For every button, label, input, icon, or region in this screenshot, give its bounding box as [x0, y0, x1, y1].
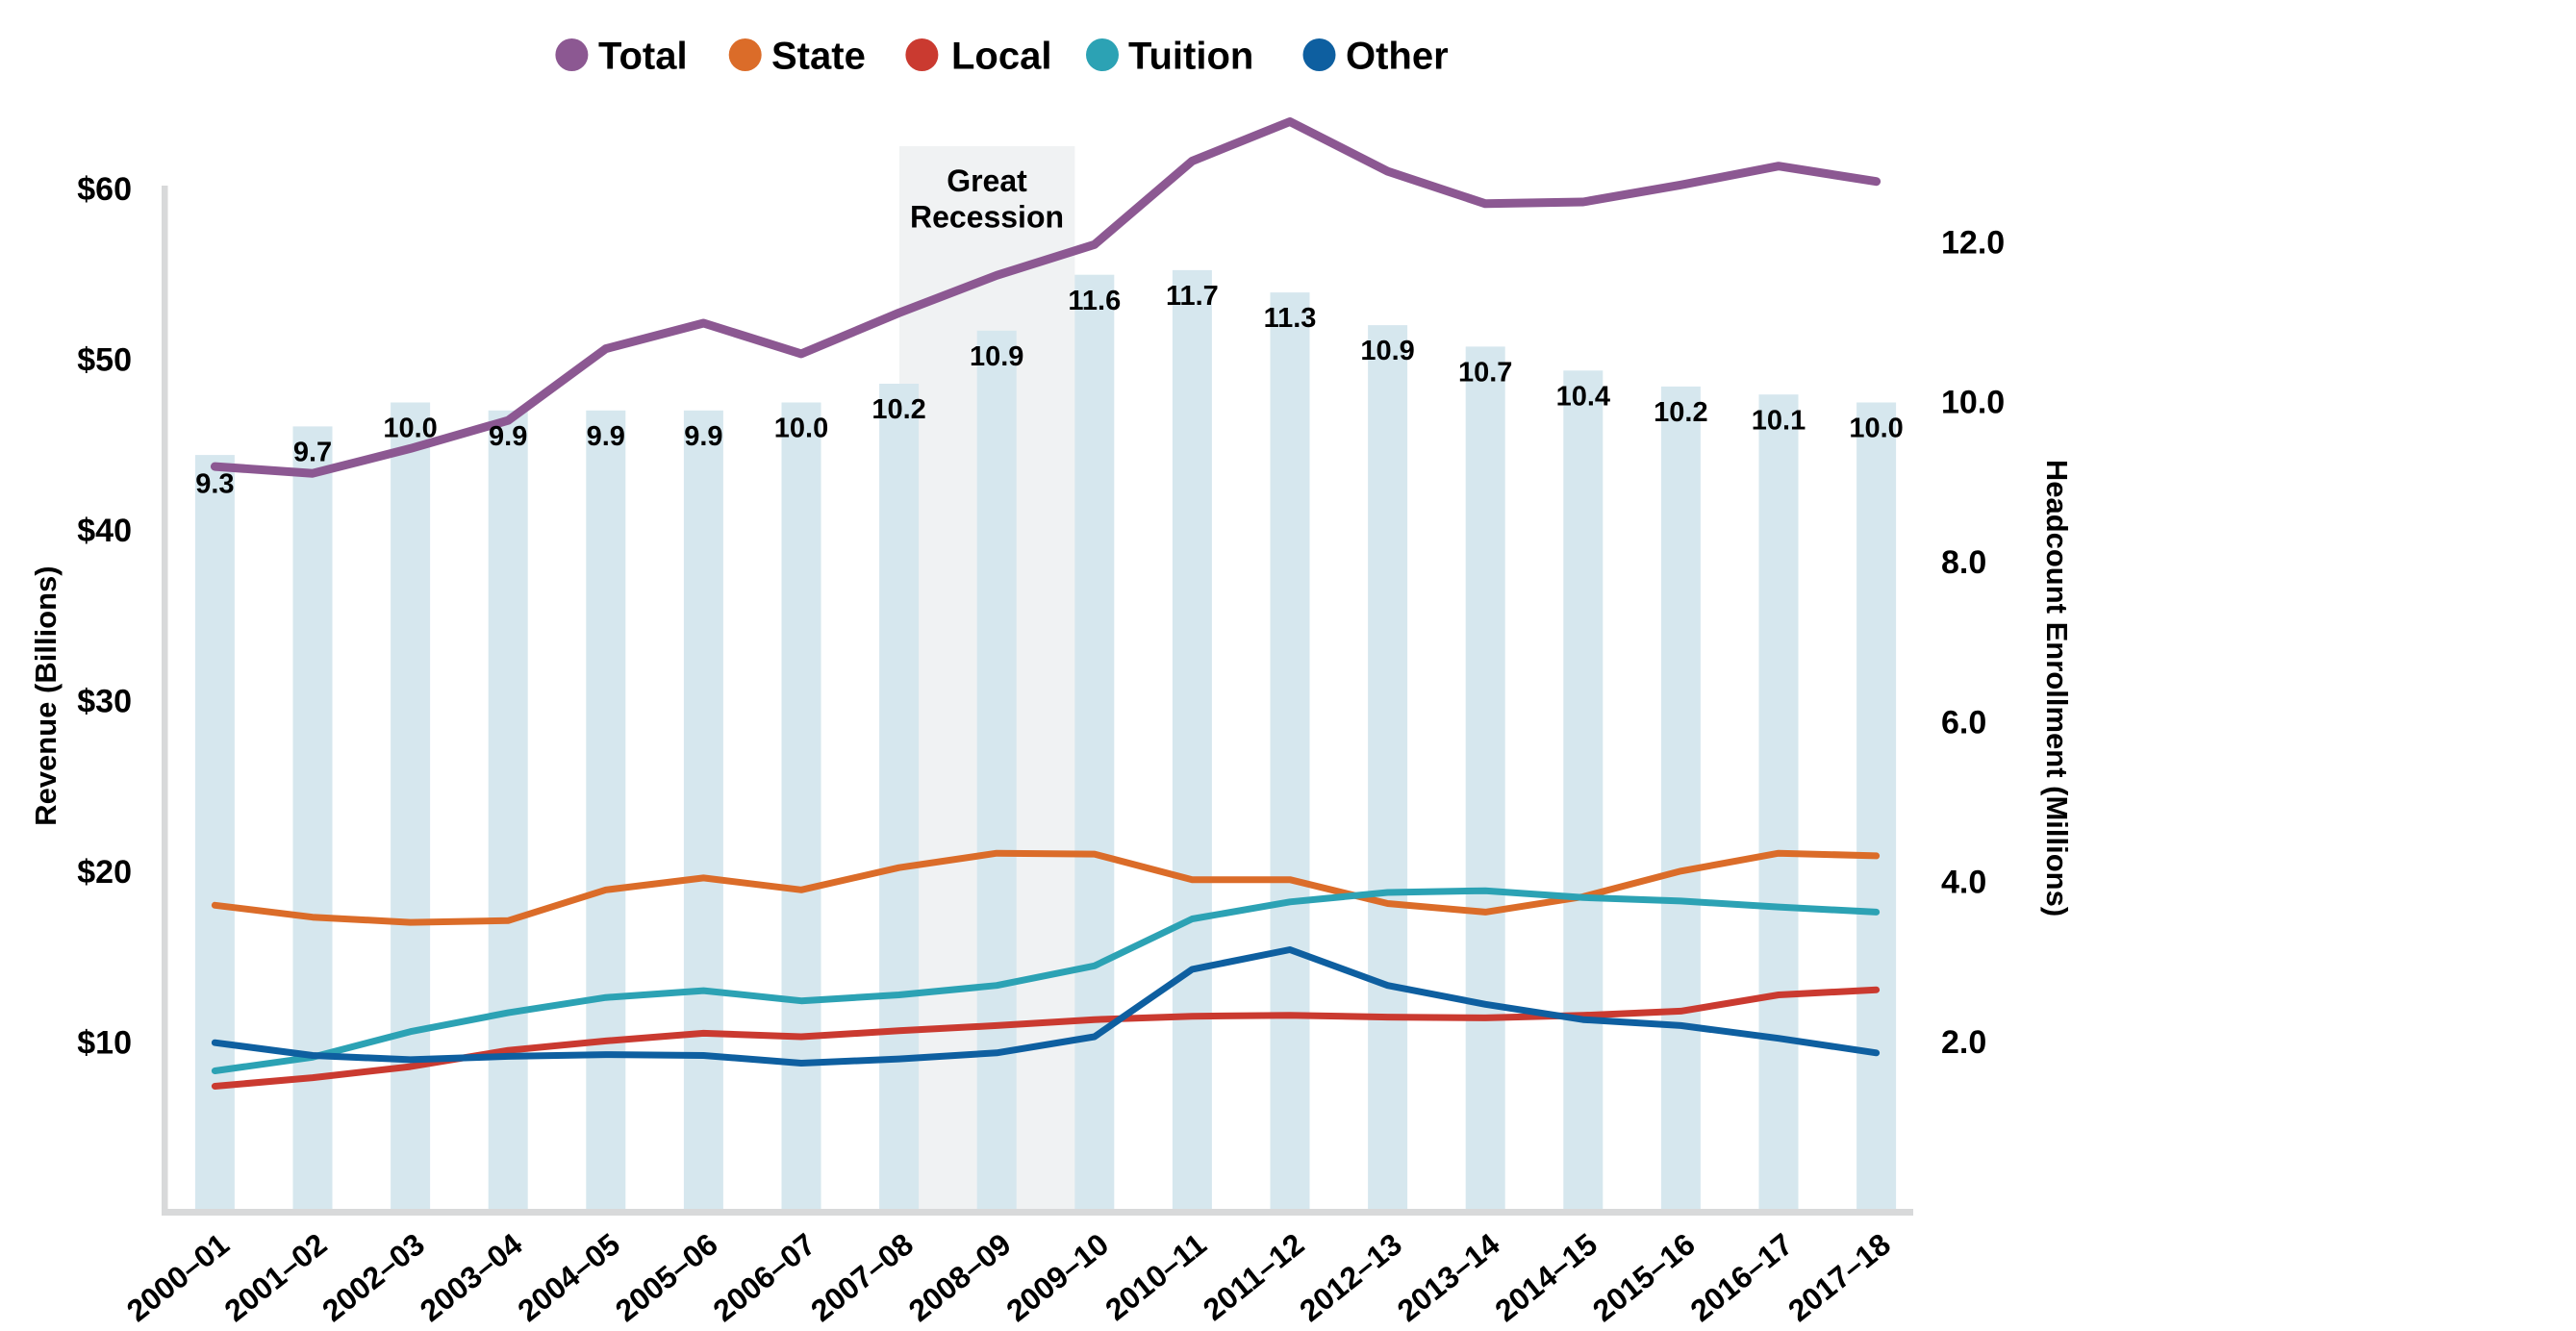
svg-text:2012–13: 2012–13 [1293, 1226, 1408, 1328]
svg-text:2005–06: 2005–06 [609, 1226, 724, 1328]
svg-text:9.7: 9.7 [293, 438, 332, 468]
svg-text:2002–03: 2002–03 [316, 1226, 431, 1328]
svg-text:10.4: 10.4 [1556, 382, 1610, 413]
svg-text:Headcount Enrollment (Millions: Headcount Enrollment (Millions) [2040, 460, 2074, 917]
svg-text:10.9: 10.9 [1360, 336, 1414, 366]
svg-text:9.9: 9.9 [587, 421, 625, 452]
svg-text:Total: Total [598, 36, 688, 78]
svg-text:2003–04: 2003–04 [414, 1226, 529, 1328]
svg-text:9.9: 9.9 [684, 421, 722, 452]
svg-text:2014–15: 2014–15 [1488, 1226, 1604, 1328]
svg-text:$60: $60 [77, 171, 132, 208]
svg-text:6.0: 6.0 [1941, 704, 1986, 741]
svg-text:$10: $10 [77, 1025, 132, 1062]
svg-text:Recession: Recession [910, 200, 1064, 235]
svg-text:2006–07: 2006–07 [707, 1226, 822, 1328]
svg-text:10.9: 10.9 [970, 341, 1023, 372]
svg-text:10.1: 10.1 [1752, 405, 1806, 436]
svg-text:9.3: 9.3 [195, 469, 234, 500]
svg-text:Tuition: Tuition [1128, 36, 1253, 78]
svg-text:$40: $40 [77, 513, 132, 549]
svg-text:2007–08: 2007–08 [804, 1226, 920, 1328]
svg-text:4.0: 4.0 [1941, 865, 1986, 901]
svg-text:2015–16: 2015–16 [1586, 1226, 1702, 1328]
svg-text:2000–01: 2000–01 [120, 1226, 236, 1328]
svg-text:State: State [771, 36, 866, 78]
svg-text:Revenue (Billions): Revenue (Billions) [29, 565, 63, 825]
svg-text:10.2: 10.2 [871, 394, 925, 425]
svg-text:2004–05: 2004–05 [511, 1226, 626, 1328]
svg-text:$30: $30 [77, 684, 132, 720]
svg-text:10.0: 10.0 [383, 414, 437, 444]
svg-text:$50: $50 [77, 342, 132, 379]
svg-text:11.6: 11.6 [1068, 286, 1121, 316]
svg-text:9.9: 9.9 [489, 421, 527, 452]
svg-text:10.0: 10.0 [1849, 414, 1903, 444]
svg-text:2008–09: 2008–09 [902, 1226, 1018, 1328]
svg-text:Great: Great [947, 163, 1027, 198]
svg-text:2016–17: 2016–17 [1684, 1226, 1800, 1328]
svg-text:Other: Other [1346, 36, 1449, 78]
svg-text:2.0: 2.0 [1941, 1024, 1986, 1061]
svg-text:11.3: 11.3 [1264, 303, 1317, 334]
svg-text:$20: $20 [77, 854, 132, 891]
svg-text:2010–11: 2010–11 [1099, 1226, 1212, 1327]
svg-text:2001–02: 2001–02 [218, 1226, 334, 1328]
svg-text:2009–10: 2009–10 [999, 1226, 1115, 1328]
svg-text:Local: Local [951, 36, 1051, 78]
svg-text:8.0: 8.0 [1941, 544, 1986, 581]
svg-text:2013–14: 2013–14 [1391, 1226, 1506, 1328]
svg-text:10.0: 10.0 [774, 414, 828, 444]
svg-text:2011–12: 2011–12 [1197, 1226, 1310, 1327]
svg-text:11.7: 11.7 [1166, 281, 1219, 312]
svg-text:10.2: 10.2 [1654, 397, 1707, 428]
svg-text:10.0: 10.0 [1941, 385, 2005, 421]
svg-text:2017–18: 2017–18 [1781, 1226, 1897, 1328]
svg-text:12.0: 12.0 [1941, 224, 2005, 261]
svg-text:10.7: 10.7 [1458, 358, 1512, 389]
